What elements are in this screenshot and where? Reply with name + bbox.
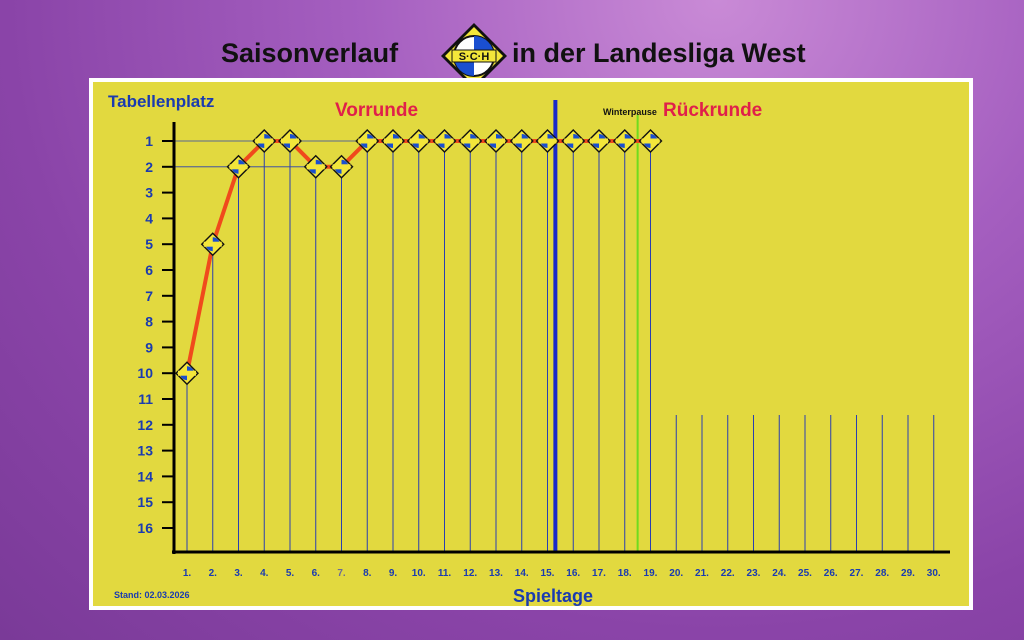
x-tick-label-7: 7. (337, 568, 346, 579)
x-tick-label-6: 6. (312, 568, 321, 579)
x-tick-label-11: 11. (438, 568, 452, 579)
x-tick-label-14: 14. (515, 568, 529, 579)
data-point-spieltag-15 (535, 129, 560, 153)
placement-line (185, 139, 651, 374)
y-tick-label-11: 11 (138, 391, 153, 407)
y-tick-label-9: 9 (145, 339, 153, 355)
club-logo: S·C·H (441, 23, 507, 89)
y-tick-label-3: 3 (145, 185, 153, 201)
data-point-spieltag-8 (355, 129, 380, 153)
x-tick-label-28: 28. (875, 568, 889, 579)
x-tick-label-5: 5. (286, 568, 295, 579)
data-point-spieltag-10 (406, 129, 431, 153)
y-tick-label-15: 15 (137, 494, 153, 510)
data-point-spieltag-12 (458, 129, 483, 153)
y-tick-label-14: 14 (137, 468, 153, 484)
y-tick-label-7: 7 (145, 288, 153, 304)
winterpause-label: Winterpause (603, 107, 657, 117)
x-tick-label-23: 23. (747, 568, 761, 579)
page-title-right: in der Landesliga West (512, 38, 806, 68)
x-tick-label-10: 10. (412, 568, 426, 579)
x-tick-label-26: 26. (824, 568, 838, 579)
x-tick-label-24: 24. (772, 568, 786, 579)
y-tick-label-10: 10 (137, 365, 153, 381)
y-tick-label-8: 8 (145, 314, 153, 330)
x-tick-label-19: 19. (644, 568, 658, 579)
y-tick-label-16: 16 (137, 520, 153, 536)
data-point-spieltag-4 (252, 129, 277, 153)
data-point-spieltag-1 (175, 361, 199, 386)
x-tick-label-8: 8. (363, 568, 372, 579)
x-tick-label-3: 3. (234, 568, 243, 579)
chart-panel-border (89, 78, 973, 610)
page-title-left: Saisonverlauf (221, 38, 399, 68)
data-point-spieltag-6 (303, 154, 328, 179)
y-tick-label-12: 12 (137, 417, 153, 433)
y-tick-label-1: 1 (145, 133, 153, 149)
y-tick-label-13: 13 (137, 443, 153, 459)
x-tick-label-12: 12. (463, 568, 477, 579)
x-axis-label: Spieltage (513, 586, 593, 606)
data-point-spieltag-14 (509, 129, 534, 153)
x-tick-label-18: 18. (618, 568, 632, 579)
data-point-spieltag-7 (329, 154, 354, 179)
y-tick-label-2: 2 (145, 159, 153, 175)
y-tick-label-5: 5 (145, 236, 153, 252)
x-tick-label-17: 17. (592, 568, 606, 579)
title-bar: Saisonverlauf S·C·H in der Landesliga We… (0, 18, 1024, 89)
data-point-spieltag-5 (278, 129, 302, 153)
stand-date-label: Stand: 02.03.2026 (114, 590, 190, 600)
x-tick-label-15: 15. (541, 568, 555, 579)
data-point-spieltag-17 (587, 129, 611, 153)
data-point-spieltag-16 (561, 129, 586, 153)
x-tick-label-1: 1. (183, 568, 192, 579)
x-tick-label-13: 13. (489, 568, 503, 579)
x-tick-label-9: 9. (389, 568, 398, 579)
x-tick-label-2: 2. (209, 568, 218, 579)
data-point-spieltag-18 (612, 129, 637, 153)
x-tick-label-27: 27. (850, 568, 864, 579)
x-tick-label-16: 16. (566, 568, 580, 579)
x-tick-label-22: 22. (721, 568, 735, 579)
x-tick-label-20: 20. (669, 568, 683, 579)
chart-panel (93, 82, 969, 606)
section-label-vorrunde: Vorrunde (335, 100, 418, 121)
y-tick-label-4: 4 (145, 210, 153, 226)
data-point-spieltag-11 (432, 129, 457, 153)
x-tick-label-30: 30. (927, 568, 941, 579)
x-tick-label-4: 4. (260, 568, 269, 579)
data-point-spieltag-2 (200, 232, 225, 257)
data-point-spieltag-13 (484, 129, 508, 153)
section-label-rueckrunde: Rückrunde (663, 100, 762, 121)
y-tick-label-6: 6 (145, 262, 153, 278)
x-tick-label-21: 21. (695, 568, 709, 579)
data-point-spieltag-19 (638, 129, 663, 153)
y-axis-label: Tabellenplatz (108, 92, 214, 111)
logo-text: S·C·H (459, 51, 490, 63)
data-point-spieltag-9 (381, 129, 405, 153)
data-point-spieltag-3 (226, 154, 251, 179)
x-tick-label-29: 29. (901, 568, 915, 579)
x-tick-label-25: 25. (798, 568, 812, 579)
